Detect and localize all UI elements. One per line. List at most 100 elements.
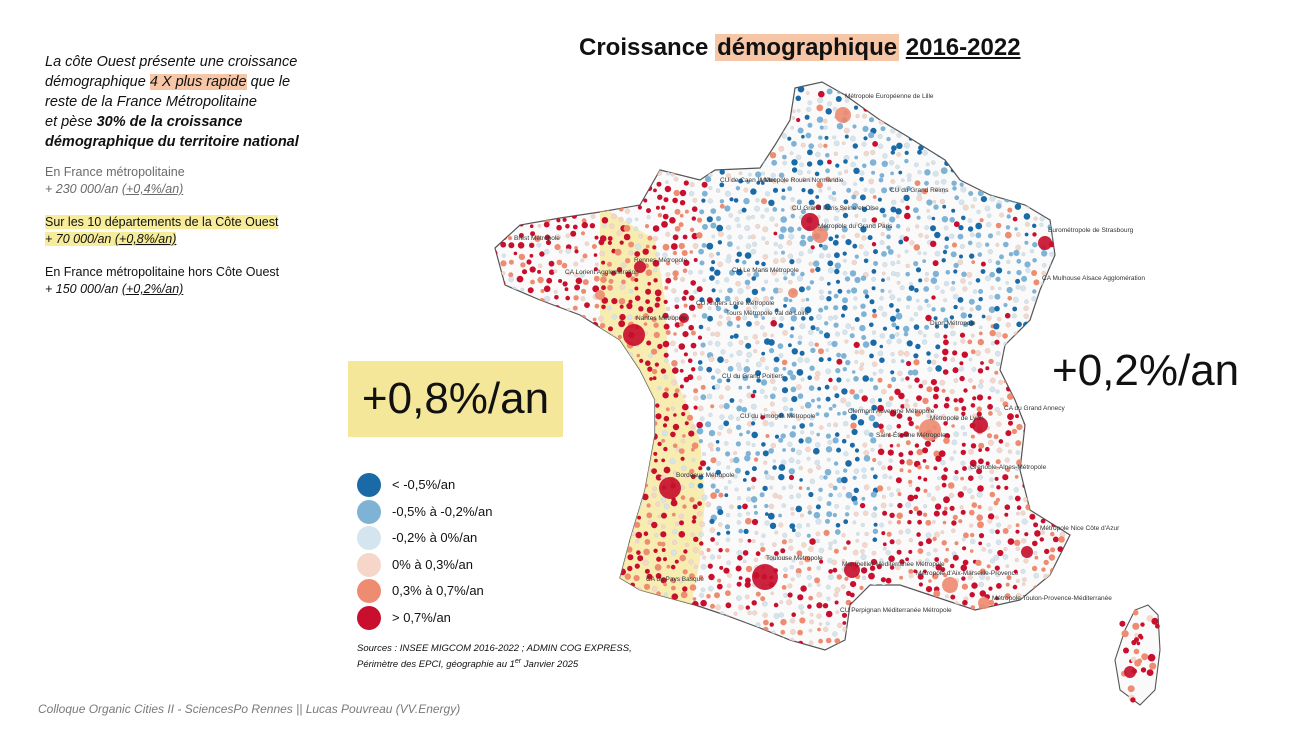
epci-dot [932,627,938,633]
epci-dot [923,569,927,574]
epci-dot [536,151,543,158]
epci-dot [754,205,760,212]
epci-dot [575,513,580,518]
epci-dot [700,563,707,570]
epci-dot [798,335,803,340]
epci-dot [815,504,821,510]
epci-dot [665,180,669,185]
epci-dot [554,189,560,196]
epci-dot [1005,89,1010,94]
epci-dot [618,320,626,328]
epci-dot [1123,647,1129,654]
epci-dot [1021,275,1028,282]
epci-dot [778,172,785,179]
epci-dot [978,448,982,452]
epci-dot [764,145,771,152]
epci-dot [778,612,785,618]
epci-dot [666,132,672,138]
epci-dot [1060,135,1067,142]
epci-dot [516,478,523,485]
epci-dot [906,173,912,179]
epci-dot [914,100,919,106]
epci-dot [1052,495,1057,500]
epci-dot [962,96,968,102]
epci-dot [599,548,607,555]
epci-dot [828,541,833,547]
epci-dot [1061,159,1067,165]
epci-dot [697,360,703,365]
epci-dot [1030,186,1035,191]
epci-dot [657,386,662,391]
epci-dot [813,511,821,519]
epci-dot [859,349,865,355]
epci-dot [630,109,635,114]
epci-dot [706,641,712,646]
epci-dot [760,542,764,547]
epci-dot [926,141,932,148]
epci-dot [662,213,669,220]
epci-dot [688,304,696,311]
epci-dot [519,99,526,106]
epci-dot [619,313,626,321]
epci-dot [737,555,743,561]
epci-dot [783,592,788,598]
epci-dot [818,330,824,335]
epci-dot [913,312,919,317]
epci-dot [952,122,957,128]
epci-dot [581,505,587,512]
epci-dot [950,251,957,258]
epci-dot [555,115,560,120]
epci-dot [895,214,900,219]
epci-dot [674,639,679,644]
epci-dot [772,187,779,193]
epci-dot [960,609,967,615]
epci-dot [891,322,897,328]
epci-dot [823,143,828,148]
epci-dot [748,172,752,177]
epci-dot [509,457,514,462]
epci-dot [870,447,875,452]
epci-dot [1044,145,1048,150]
epci-dot [1006,116,1013,122]
epci-dot [518,620,524,625]
epci-dot [526,188,531,194]
epci-dot [781,585,787,590]
epci-dot [1057,398,1062,403]
epci-dot [696,427,704,435]
epci-dot [843,421,849,427]
epci-dot [760,546,766,553]
epci-dot [664,285,669,290]
epci-dot [807,583,812,588]
epci-dot [834,234,839,239]
epci-dot [913,132,919,139]
epci-dot [1030,415,1035,419]
epci-dot [555,533,560,538]
epci-dot [952,293,959,300]
epci-dot [856,532,860,536]
epci-dot [815,412,820,416]
epci-dot [773,258,779,264]
epci-dot [661,458,666,463]
epci-dot [763,638,770,644]
epci-dot [815,266,821,273]
epci-dot [745,342,752,349]
epci-dot [791,116,796,120]
epci-dot [741,406,748,413]
epci-dot [680,591,688,599]
epci-dot [819,276,824,281]
epci-dot [643,169,649,175]
epci-dot [907,520,912,525]
epci-dot [810,325,816,331]
epci-dot [574,576,581,582]
epci-dot [970,434,975,439]
epci-dot [619,503,625,509]
epci-dot [751,276,756,281]
epci-dot [702,278,706,283]
epci-dot [674,348,679,353]
epci-dot [800,430,805,435]
epci-dot [554,152,561,159]
epci-dot [690,474,696,480]
epci-dot [917,613,924,620]
epci-dot [763,407,768,412]
epci-dot [763,460,768,465]
